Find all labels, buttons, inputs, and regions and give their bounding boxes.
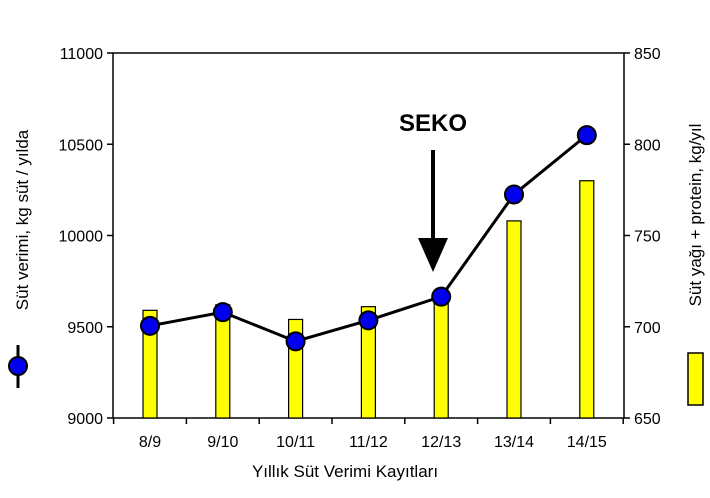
x-axis: 8/9 9/10 10/11 11/12 12/13 13/14 14/15 bbox=[112, 418, 624, 451]
right-tick-label: 800 bbox=[634, 137, 661, 154]
x-tick-label: 10/11 bbox=[276, 434, 315, 451]
legend-line-marker bbox=[8, 356, 28, 376]
annotation-label: SEKO bbox=[399, 110, 467, 137]
legend-bar-swatch bbox=[687, 352, 704, 406]
bar bbox=[433, 296, 449, 419]
right-axis: 650 700 750 800 850 bbox=[624, 46, 661, 428]
bar bbox=[142, 309, 158, 419]
left-tick-label: 9000 bbox=[67, 411, 103, 428]
x-axis-title: Yıllık Süt Verimi Kayıtları bbox=[252, 462, 438, 481]
annotation-arrow-head bbox=[418, 238, 448, 272]
x-tick-label: 13/14 bbox=[494, 434, 534, 451]
x-tick-label: 12/13 bbox=[421, 434, 461, 451]
y-left-axis-title: Süt verimi, kg süt / yılda bbox=[13, 129, 32, 310]
right-tick-label: 650 bbox=[634, 411, 661, 428]
data-point bbox=[212, 302, 233, 323]
bar bbox=[360, 306, 376, 419]
left-tick-label: 10000 bbox=[59, 229, 104, 246]
x-tick-label: 14/15 bbox=[567, 434, 607, 451]
left-tick-label: 11000 bbox=[60, 46, 103, 63]
bar-series bbox=[142, 180, 595, 419]
right-tick-label: 850 bbox=[634, 46, 661, 63]
line-series bbox=[140, 125, 597, 352]
data-point bbox=[504, 184, 524, 205]
left-tick-label: 9500 bbox=[67, 320, 103, 337]
data-point bbox=[285, 331, 306, 352]
left-axis: 9000 9500 10000 10500 11000 bbox=[59, 46, 113, 428]
x-tick-label: 9/10 bbox=[207, 434, 238, 451]
bar bbox=[506, 220, 522, 419]
y-right-axis-title: Süt yağı + protein, kg/yıl bbox=[686, 124, 705, 307]
x-tick-label: 11/12 bbox=[349, 434, 388, 451]
annotation: SEKO bbox=[399, 110, 467, 272]
data-point bbox=[431, 286, 452, 307]
legend-line bbox=[8, 345, 28, 388]
bar bbox=[579, 180, 595, 419]
data-point bbox=[358, 310, 379, 331]
left-tick-label: 10500 bbox=[59, 137, 104, 154]
legend-bar bbox=[687, 352, 704, 406]
data-point bbox=[576, 125, 597, 146]
right-tick-label: 700 bbox=[634, 320, 661, 337]
data-point bbox=[140, 315, 160, 336]
right-tick-label: 750 bbox=[634, 229, 661, 246]
x-tick-label: 8/9 bbox=[139, 434, 161, 451]
